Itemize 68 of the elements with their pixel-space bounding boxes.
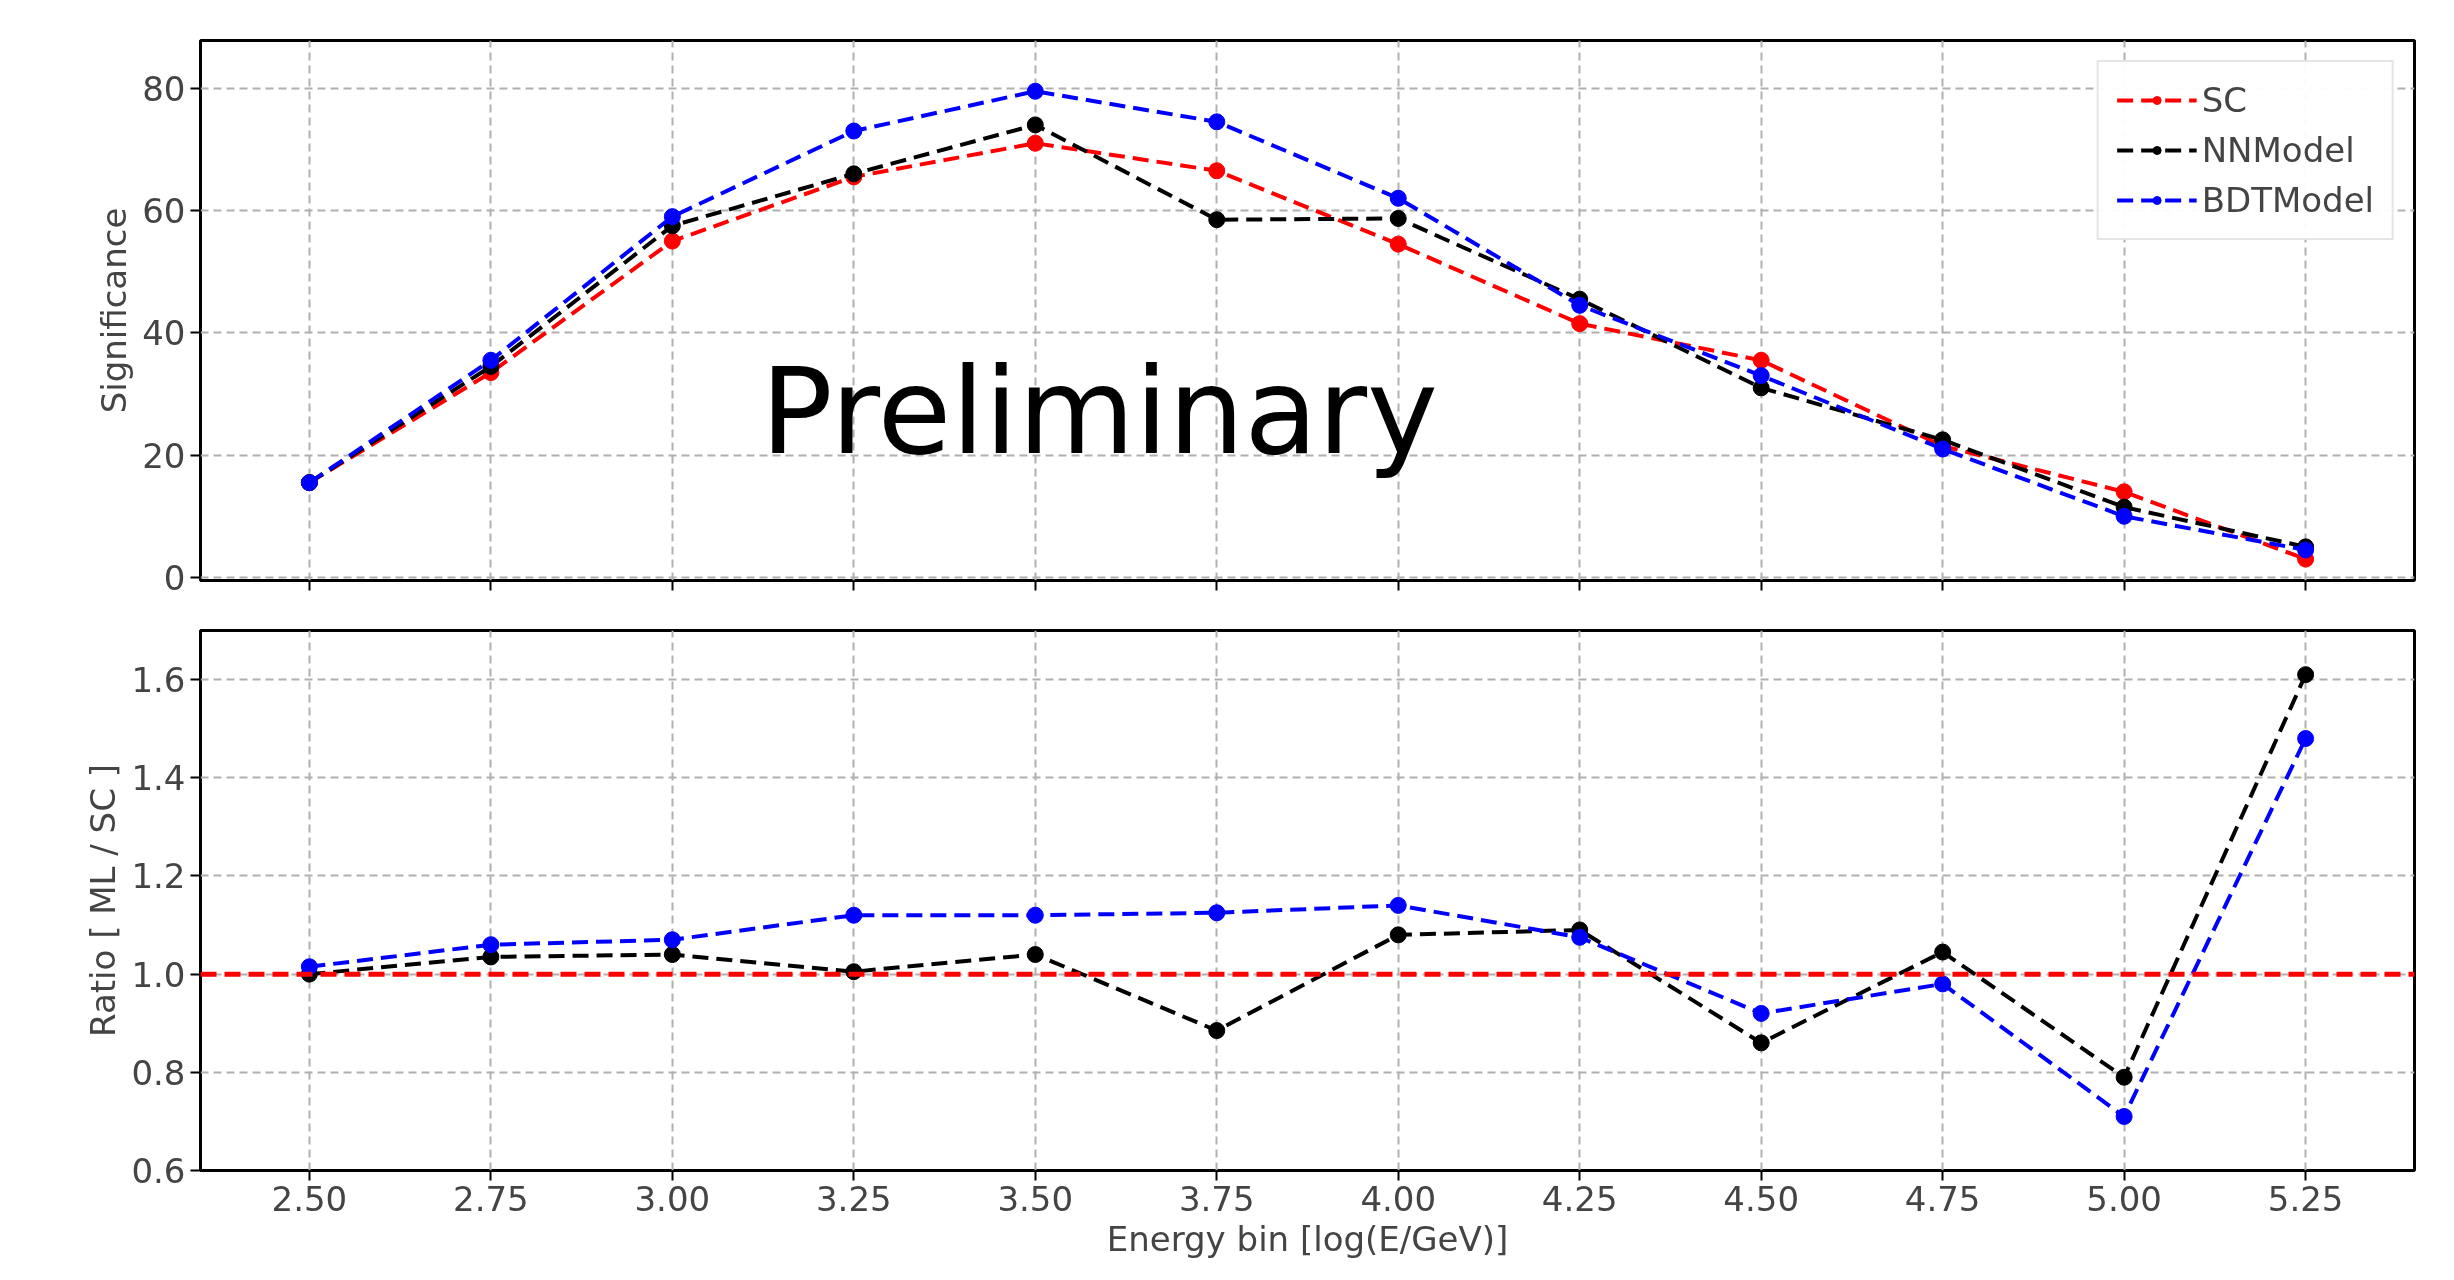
legend-label: SC: [2201, 80, 2247, 120]
y-tick-label: 0.8: [131, 1052, 186, 1093]
y-tick-label: 1.6: [131, 660, 186, 701]
y-tick-label: 60: [142, 191, 186, 232]
y-tick-label: 80: [142, 68, 186, 109]
point: [2115, 1068, 2133, 1086]
point: [1208, 162, 1226, 180]
point: [1752, 1034, 1770, 1052]
point: [1389, 926, 1407, 944]
y-tick-label: 1.2: [131, 856, 186, 897]
point: [2115, 483, 2133, 501]
x-tick-label: 3.75: [1178, 1178, 1255, 1219]
point: [845, 906, 863, 924]
point: [663, 931, 681, 949]
point: [1026, 116, 1044, 134]
y-tick-label: 0: [163, 557, 186, 598]
point: [1389, 896, 1407, 914]
point: [663, 208, 681, 226]
point: [1208, 113, 1226, 131]
point: [1026, 82, 1044, 100]
point: [2115, 1108, 2133, 1125]
point: [1934, 975, 1952, 993]
point: [2297, 666, 2315, 684]
point: [2297, 730, 2315, 747]
point: [663, 232, 681, 250]
point: [1389, 189, 1407, 207]
y-tick-label: 1.0: [131, 954, 186, 995]
point: [845, 122, 863, 140]
point: [1389, 235, 1407, 253]
x-tick-label: 4.75: [1904, 1178, 1981, 1219]
y-tick-label: 40: [142, 313, 186, 354]
x-tick-label: 4.50: [1723, 1178, 1800, 1219]
point: [1571, 315, 1589, 333]
y-tick-label: 1.4: [131, 758, 186, 799]
point: [663, 946, 681, 963]
point: [1026, 134, 1044, 152]
y-tick-label: 20: [142, 435, 186, 476]
x-tick-label: 4.25: [1541, 1178, 1618, 1219]
point: [1752, 351, 1770, 369]
point: [1571, 928, 1589, 946]
y-axis-title: Ratio [ ML / SC ]: [83, 764, 124, 1037]
point: [1026, 906, 1044, 924]
x-tick-label: 3.50: [997, 1178, 1074, 1219]
x-axis-title: Energy bin [log(E/GeV)]: [1106, 1218, 1509, 1259]
x-tick-label: 4.00: [1360, 1178, 1437, 1219]
point: [1571, 296, 1589, 314]
x-tick-label: 2.75: [453, 1178, 529, 1219]
annotation: Preliminary: [760, 341, 1439, 481]
point: [1752, 1004, 1770, 1022]
point: [2115, 507, 2133, 525]
x-tick-label: 3.00: [634, 1178, 711, 1219]
point: [1934, 943, 1952, 961]
point: [1208, 1022, 1226, 1040]
legend-label: NNModel: [2201, 130, 2355, 170]
point: [482, 936, 500, 954]
y-axis-title: Significance: [94, 207, 135, 414]
x-tick-label: 5.00: [2086, 1178, 2162, 1219]
x-tick-label: 3.25: [815, 1178, 892, 1219]
point: [482, 351, 500, 369]
x-tick-label: 2.50: [271, 1178, 348, 1219]
point: [1208, 904, 1226, 922]
legend-label: BDTModel: [2201, 180, 2374, 220]
x-tick-label: 5.25: [2267, 1178, 2344, 1219]
point: [1208, 211, 1226, 229]
point: [1752, 367, 1770, 385]
point: [1389, 209, 1407, 227]
y-tick-label: 0.6: [131, 1151, 186, 1191]
point: [1026, 946, 1044, 963]
